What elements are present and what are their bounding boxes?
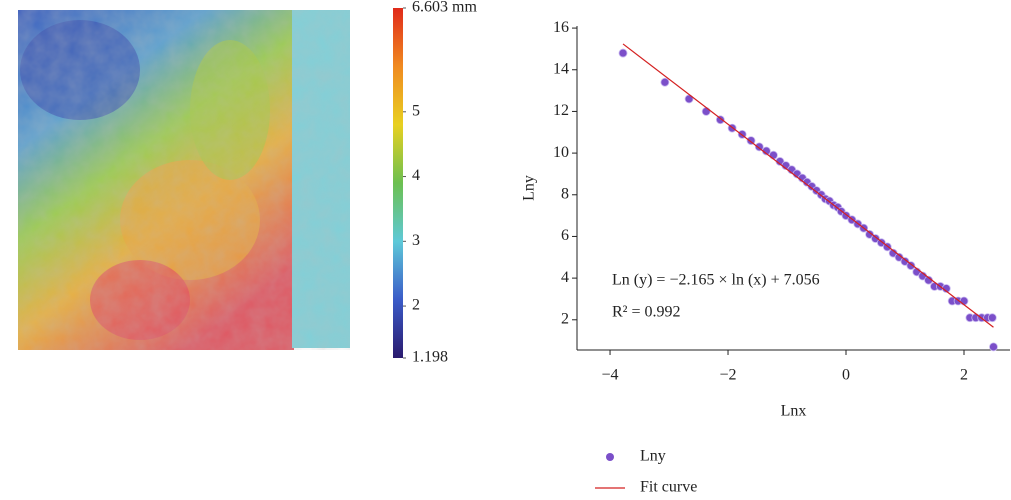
x-tick-label: −2 [720, 367, 737, 384]
data-point [660, 77, 670, 87]
y-tick-label: 16 [553, 19, 569, 36]
y-tick-label: 4 [561, 269, 569, 286]
data-point [701, 107, 711, 116]
y-tick-label: 2 [561, 310, 569, 327]
annotation: R² = 0.992 [612, 304, 681, 321]
height-map [18, 10, 350, 350]
legend-label: Lny [640, 448, 666, 465]
colorbar-tick-label: 1.198 [412, 349, 448, 366]
y-tick-label: 12 [553, 102, 569, 119]
data-point [959, 296, 969, 306]
y-tick-label: 10 [553, 144, 569, 161]
colorbar: 1.198 2 3 4 5 6.603 mm [393, 0, 477, 366]
data-point [715, 115, 725, 125]
data-point [989, 342, 998, 352]
fit-line [622, 43, 994, 328]
scatter-chart: 2 4 6 8 10 12 14 16 −4 −2 0 2 Lnx Lny Lny Fit curve Ln (… [521, 19, 1010, 496]
colorbar-scale [393, 8, 403, 358]
y-tick-label: 6 [561, 227, 569, 244]
colorbar-tick-label: 6.603 mm [412, 0, 477, 16]
data-point [746, 136, 756, 145]
data-point [987, 313, 997, 323]
data-point [618, 48, 628, 58]
y-axis-label: Lny [521, 175, 538, 201]
data-point [894, 252, 904, 262]
legend-label: Fit curve [640, 479, 697, 496]
data-point [871, 234, 880, 243]
data-point [769, 150, 778, 160]
x-tick-label: −4 [602, 367, 619, 384]
data-point [900, 257, 910, 266]
y-tick-label: 14 [553, 60, 569, 77]
legend-swatch [606, 453, 614, 461]
data-point [754, 142, 764, 152]
colorbar-tick-label: 5 [412, 102, 420, 119]
data-point [906, 261, 916, 271]
x-axis-label: Lnx [781, 403, 807, 420]
x-tick-label: 0 [842, 367, 850, 384]
x-tick-label: 2 [960, 367, 968, 384]
colorbar-tick-label: 2 [412, 297, 420, 314]
y-tick-label: 8 [561, 185, 569, 202]
colorbar-tick-label: 4 [412, 167, 420, 184]
data-point [865, 229, 874, 239]
colorbar-tick-label: 3 [412, 232, 420, 249]
annotation: Ln (y) = −2.165 × ln (x) + 7.056 [612, 272, 820, 289]
